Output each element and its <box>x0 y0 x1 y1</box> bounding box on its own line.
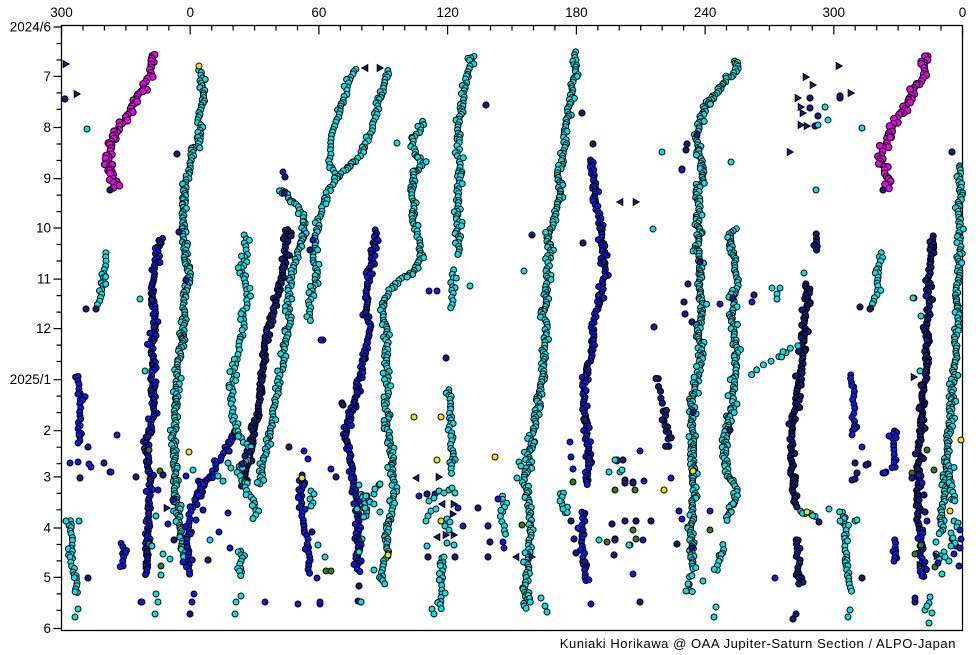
svg-text:0: 0 <box>959 5 967 20</box>
svg-text:9: 9 <box>43 171 51 186</box>
svg-text:2: 2 <box>43 423 51 438</box>
svg-text:180: 180 <box>565 5 588 20</box>
svg-text:Kuniaki Horikawa @ OAA Jupiter: Kuniaki Horikawa @ OAA Jupiter-Saturn Se… <box>560 636 956 650</box>
svg-text:6: 6 <box>43 621 51 636</box>
svg-text:10: 10 <box>36 221 51 236</box>
svg-text:0: 0 <box>186 5 194 20</box>
svg-text:2025/1: 2025/1 <box>10 372 51 387</box>
svg-text:2024/6: 2024/6 <box>10 20 51 35</box>
svg-text:120: 120 <box>436 5 459 20</box>
svg-text:8: 8 <box>43 120 51 135</box>
svg-text:300: 300 <box>50 5 73 20</box>
svg-text:11: 11 <box>37 272 51 287</box>
svg-text:240: 240 <box>694 5 717 20</box>
svg-text:4: 4 <box>43 521 51 536</box>
svg-text:60: 60 <box>311 5 326 20</box>
svg-text:12: 12 <box>36 321 51 336</box>
svg-text:5: 5 <box>43 570 51 585</box>
svg-text:300: 300 <box>823 5 846 20</box>
svg-text:3: 3 <box>43 469 51 484</box>
svg-text:7: 7 <box>43 69 51 84</box>
